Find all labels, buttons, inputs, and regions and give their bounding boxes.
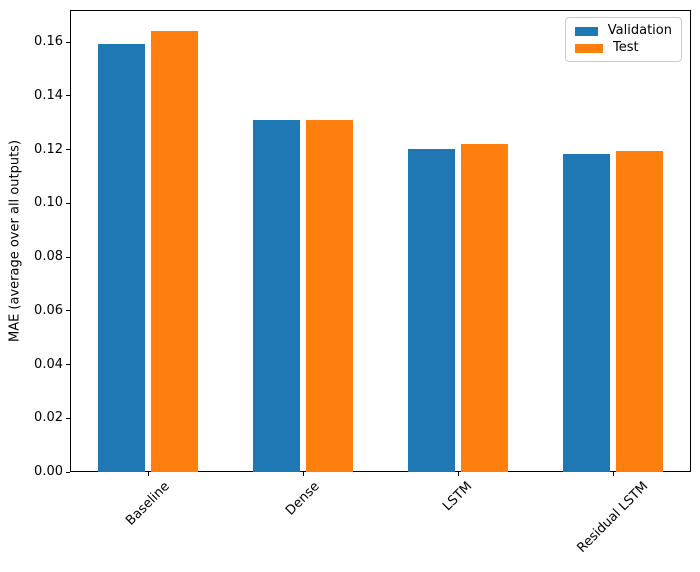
y-tick-mark (66, 471, 70, 473)
y-tick-mark (66, 149, 70, 150)
y-tick-label: 0.04 (34, 356, 63, 372)
y-tick-mark (66, 202, 70, 204)
legend-label-test: Test (613, 40, 639, 55)
bar-test-baseline (151, 31, 198, 472)
x-tick-mark (612, 472, 614, 476)
y-tick-label: 0.14 (34, 87, 63, 103)
y-tick-mark (66, 256, 70, 258)
legend-item-test: Test (575, 40, 672, 56)
y-tick-label: 0.00 (34, 464, 63, 479)
bar-validation-residual-lstm (563, 154, 610, 472)
y-tick-mark (66, 364, 70, 365)
legend: Validation Test (565, 17, 682, 62)
x-tick-label: Residual LSTM (574, 479, 651, 556)
legend-item-validation: Validation (575, 23, 672, 39)
x-tick-mark (302, 472, 304, 476)
y-tick-label: 0.06 (34, 302, 63, 318)
x-tick-mark (457, 472, 459, 476)
bar-validation-dense (253, 120, 300, 472)
y-tick-mark (66, 41, 70, 43)
y-tick-mark (66, 417, 70, 419)
y-tick-label: 0.16 (34, 34, 63, 49)
bar-test-lstm (461, 144, 508, 472)
legend-swatch-validation (575, 26, 598, 36)
legend-swatch-test (575, 43, 603, 53)
y-tick-mark (66, 310, 70, 312)
x-tick-label: Baseline (122, 479, 173, 529)
y-tick-label: 0.02 (34, 410, 63, 426)
y-tick-label: 0.08 (34, 249, 63, 264)
bar-test-dense (306, 120, 353, 472)
bar-validation-lstm (408, 149, 455, 472)
x-tick-label: LSTM (439, 479, 475, 515)
plot-area (70, 10, 691, 472)
x-tick-label: Dense (282, 479, 323, 519)
bar-test-residual-lstm (616, 151, 663, 472)
y-tick-label: 0.10 (34, 195, 63, 211)
y-tick-label: 0.12 (34, 141, 63, 157)
legend-label-validation: Validation (607, 23, 672, 38)
x-tick-mark (147, 472, 149, 476)
y-tick-mark (66, 95, 70, 97)
bar-validation-baseline (98, 44, 145, 472)
